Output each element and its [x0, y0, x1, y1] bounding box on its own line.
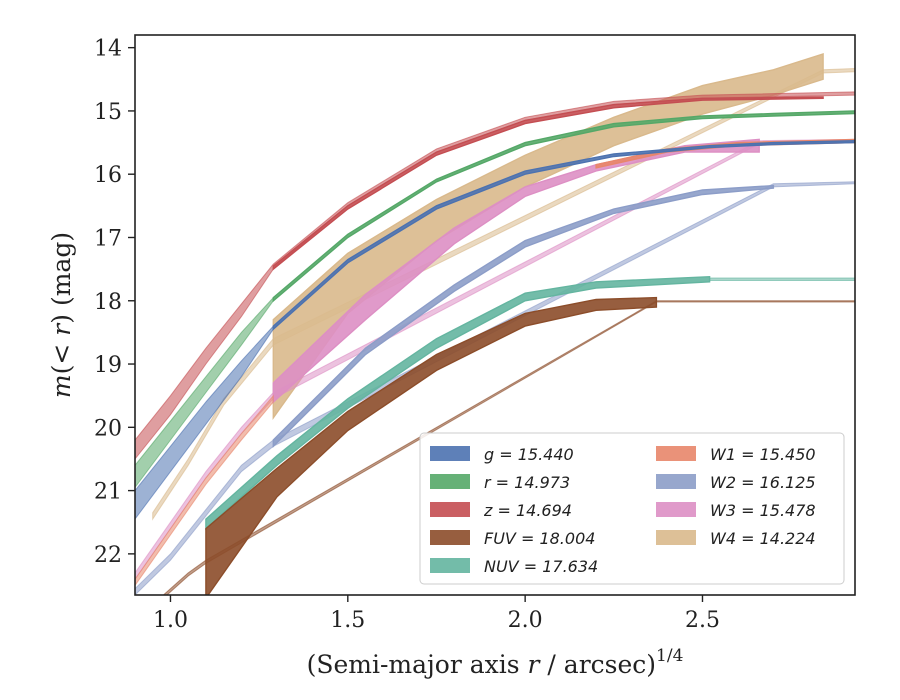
y-axis-label: m(< r) (mag) [47, 232, 76, 398]
legend-swatch-w2 [656, 474, 696, 489]
legend-label-g: g = 15.440 [484, 445, 574, 464]
legend-swatch-w3 [656, 502, 696, 517]
series-nuv [205, 275, 855, 531]
x-axis-label-var: r [528, 650, 542, 679]
y-tick-label-0: 14 [94, 37, 122, 62]
profile-r-band [272, 110, 855, 303]
legend-swatch-r [430, 474, 470, 489]
model-w1-band [135, 394, 274, 587]
profile-nuv-band [205, 275, 711, 531]
legend-label-w3: W3 = 15.478 [710, 501, 816, 520]
x-tick-label-3: 2.5 [685, 608, 720, 633]
legend-swatch-g [430, 446, 470, 461]
y-tick-label-1: 15 [94, 100, 122, 125]
y-tick-label-6: 20 [94, 416, 122, 441]
x-tick-label-1: 1.5 [330, 608, 365, 633]
legend: g = 15.440 r = 14.973 z = 14.694 FUV = 18.0… [419, 432, 845, 585]
legend-label-w4: W4 = 14.224 [710, 529, 816, 548]
y-tick-label-2: 16 [94, 163, 122, 188]
legend-swatch-fuv [430, 530, 470, 545]
y-axis-label-lt: (< [47, 336, 76, 375]
x-axis-label: (Semi-major axis r / arcsec)1/4 [307, 646, 684, 679]
legend-frame [419, 432, 845, 585]
series-layer [135, 53, 855, 595]
model-z-band [135, 91, 855, 460]
legend-label-w1: W1 = 15.450 [710, 445, 816, 464]
profile-w3-band [272, 138, 760, 404]
legend-label-w2: W2 = 16.125 [710, 473, 816, 492]
y-tick-label-7: 21 [94, 480, 122, 505]
x-axis: 1.0 1.5 2.0 2.5 [153, 595, 720, 633]
model-w2-band [135, 181, 855, 595]
x-axis-label-prefix: (Semi-major axis [307, 650, 528, 679]
series-w2 [135, 181, 855, 595]
x-tick-label-2: 2.0 [508, 608, 543, 633]
legend-label-z: z = 14.694 [483, 501, 572, 520]
y-tick-label-8: 22 [94, 543, 122, 568]
legend-swatch-w4 [656, 530, 696, 545]
y-axis-label-m: m [47, 374, 76, 398]
legend-label-r: r = 14.973 [484, 473, 570, 492]
y-axis-label-unit: ) (mag) [47, 232, 76, 324]
model-nuv-band [709, 277, 855, 281]
plot-frame [134, 34, 856, 596]
legend-label-fuv: FUV = 18.004 [484, 529, 595, 548]
series-z [135, 91, 855, 460]
y-tick-label-5: 19 [94, 353, 122, 378]
series-g [135, 139, 855, 520]
y-axis: 14 15 16 17 18 19 20 21 22 [94, 37, 135, 568]
legend-swatch-nuv [430, 558, 470, 573]
y-tick-label-4: 18 [94, 290, 122, 315]
legend-swatch-w1 [656, 446, 696, 461]
series-r [135, 110, 855, 489]
profile-w2-band [272, 184, 775, 448]
legend-swatch-z [430, 502, 470, 517]
model-fuv-band [162, 300, 855, 595]
profile-z-band [272, 96, 824, 271]
series-fuv [162, 296, 855, 595]
y-axis-label-r: r [47, 322, 76, 336]
x-tick-label-0: 1.0 [153, 608, 188, 633]
x-axis-label-suffix: / arcsec) [539, 650, 656, 679]
legend-label-nuv: NUV = 17.634 [484, 557, 598, 576]
x-axis-label-exponent: 1/4 [656, 646, 683, 666]
profile-g-band [272, 139, 855, 331]
y-tick-label-3: 17 [94, 226, 122, 251]
profile-fuv-band [205, 296, 658, 595]
